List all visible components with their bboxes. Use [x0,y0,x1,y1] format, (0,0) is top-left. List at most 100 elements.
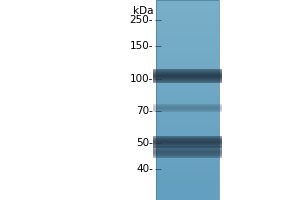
Text: kDa: kDa [133,6,153,16]
Bar [153,71,222,72]
Bar [153,139,222,140]
Bar [153,143,222,144]
Bar [153,79,222,80]
Bar [156,86,219,88]
Bar [156,44,219,46]
Bar [153,136,222,137]
Bar [156,188,219,190]
Bar [156,106,219,108]
Bar [153,77,222,78]
Bar [156,28,219,30]
Bar [156,38,219,40]
Bar [153,76,222,77]
Bar [156,98,219,100]
Bar [156,14,219,16]
Bar [156,156,219,158]
Bar [156,150,219,152]
Bar [153,108,222,109]
Bar [156,120,219,122]
Bar [153,142,222,143]
Bar [156,172,219,174]
Bar [156,22,219,24]
Bar [156,62,219,64]
Bar [156,94,219,96]
Bar [153,141,222,142]
Bar [156,134,219,136]
Bar [156,56,219,58]
Bar [153,147,222,148]
Bar [156,2,219,4]
Bar [156,100,219,102]
Bar [153,80,222,81]
Bar [156,80,219,82]
Bar [153,69,222,70]
Bar [153,82,222,83]
Bar [156,146,219,148]
Bar [153,78,222,79]
Bar [156,4,219,6]
Bar [156,178,219,180]
Bar [156,96,219,98]
Bar [153,138,222,139]
Bar [153,155,222,156]
Bar [156,174,219,176]
Bar [153,156,222,157]
Bar [153,154,222,155]
Bar [156,128,219,130]
Bar [156,42,219,44]
Bar [153,152,222,153]
Bar [156,136,219,138]
Bar [153,144,222,145]
Bar [156,158,219,160]
Bar [156,88,219,90]
Bar [156,122,219,124]
Bar [156,54,219,56]
Bar [153,74,222,75]
Bar [156,10,219,12]
Bar [153,149,222,150]
Text: 100-: 100- [130,74,153,84]
Bar [153,145,222,146]
Bar [153,110,222,111]
Bar [156,144,219,146]
Bar [156,138,219,140]
Bar [156,68,219,70]
Bar [153,157,222,158]
Bar [156,180,219,182]
Bar [156,154,219,156]
Bar [156,162,219,164]
Bar [156,168,219,170]
Bar [156,8,219,10]
Bar [156,182,219,184]
Bar [153,147,222,148]
Bar [156,52,219,54]
Bar [156,34,219,36]
Bar [156,140,219,142]
Bar [153,148,222,149]
Bar [156,124,219,126]
Bar [156,64,219,66]
Bar [153,140,222,141]
Bar [156,102,219,104]
Bar [156,192,219,194]
Bar [156,74,219,76]
Bar [153,81,222,82]
Bar [156,40,219,42]
Bar [156,194,219,196]
Bar [156,176,219,178]
Bar [156,190,219,192]
Bar [156,24,219,26]
Bar [156,18,219,20]
Bar [153,106,222,107]
Bar [156,170,219,172]
Bar [156,118,219,120]
Bar [156,82,219,84]
Bar [153,104,222,105]
Bar [156,16,219,18]
Bar [153,146,222,147]
Bar [156,90,219,92]
Bar [156,114,219,116]
Bar [153,146,222,147]
Text: 50-: 50- [136,138,153,148]
Bar [156,66,219,68]
